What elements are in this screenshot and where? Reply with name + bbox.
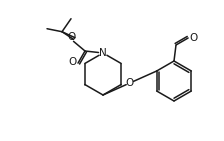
Text: O: O bbox=[189, 33, 197, 43]
Text: O: O bbox=[126, 78, 134, 88]
Text: O: O bbox=[67, 32, 76, 42]
Text: O: O bbox=[68, 57, 76, 67]
Text: N: N bbox=[99, 48, 107, 58]
